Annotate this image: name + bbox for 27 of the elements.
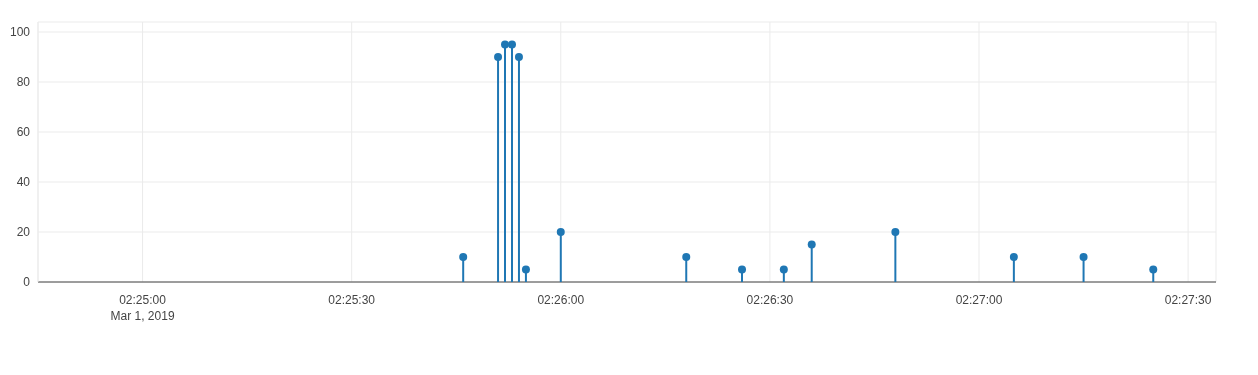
- y-tick-label: 40: [16, 175, 31, 190]
- y-tick-label: 0: [23, 275, 31, 290]
- y-tick-label: 20: [16, 225, 31, 240]
- y-tick-label: 60: [16, 125, 31, 140]
- point: [1149, 265, 1158, 274]
- x-tick-label: 02:27:00: [955, 293, 1003, 307]
- point: [1079, 253, 1088, 261]
- point: [891, 228, 900, 236]
- x-tick-label: 02:25:00 Mar 1, 2019: [110, 293, 175, 323]
- point: [556, 228, 565, 236]
- x-tick-label: 02:25:30: [328, 293, 376, 307]
- point: [738, 265, 747, 274]
- point: [514, 53, 523, 61]
- point: [521, 265, 530, 274]
- point: [501, 40, 510, 49]
- x-tick-label: 02:26:30: [746, 293, 794, 307]
- point: [494, 53, 503, 61]
- y-tick-label: 80: [16, 75, 31, 90]
- point: [682, 253, 691, 261]
- point: [1009, 253, 1018, 261]
- x-tick-label: 02:27:30: [1164, 293, 1212, 307]
- point: [807, 240, 816, 249]
- x-tick-label: 02:26:00: [537, 293, 585, 307]
- point: [779, 265, 788, 274]
- y-tick-label: 100: [9, 25, 31, 40]
- point: [507, 40, 516, 49]
- point: [459, 253, 468, 261]
